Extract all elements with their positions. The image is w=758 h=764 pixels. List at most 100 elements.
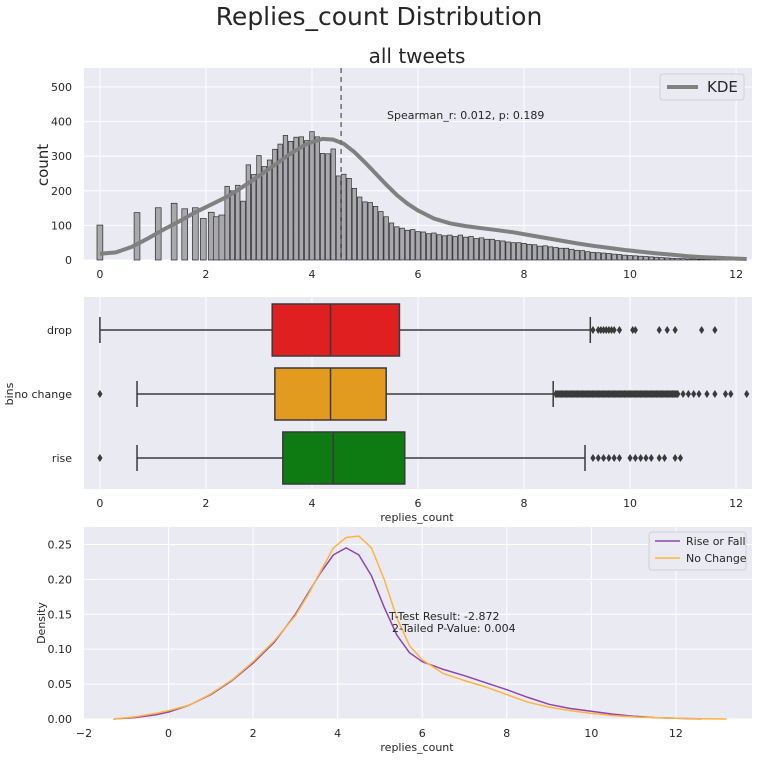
y-tick-label: 0.10 bbox=[48, 643, 73, 656]
boxplot-category-labels: drop no change rise bbox=[14, 324, 72, 465]
x-tick-label: 4 bbox=[308, 497, 315, 510]
histogram-bar bbox=[691, 259, 696, 260]
histogram-bar bbox=[453, 236, 458, 260]
outlier-band bbox=[555, 391, 678, 398]
histogram-bar bbox=[569, 249, 574, 260]
histogram-bar bbox=[426, 234, 431, 260]
histogram-bar bbox=[532, 245, 537, 260]
histogram-bar bbox=[697, 259, 702, 260]
histogram-bar bbox=[585, 252, 590, 260]
histogram-bar bbox=[479, 238, 484, 260]
histogram-bar bbox=[262, 167, 267, 260]
x-tick-label: 2 bbox=[250, 727, 257, 740]
histogram-bar bbox=[612, 254, 617, 260]
histogram-bar bbox=[134, 213, 140, 260]
histogram-bar bbox=[511, 243, 516, 260]
histogram-bar bbox=[267, 160, 272, 260]
histogram-bar bbox=[564, 248, 569, 260]
histogram-bar bbox=[527, 244, 532, 260]
x-tick-label: 0 bbox=[96, 268, 103, 281]
histogram-panel: all tweets Spearman_r: 0.012, p: 0.189 0… bbox=[34, 44, 752, 281]
x-tick-label: 8 bbox=[503, 727, 510, 740]
histogram-legend: KDE bbox=[660, 74, 744, 100]
histogram-bar bbox=[554, 248, 559, 260]
x-tick-label: 6 bbox=[415, 268, 422, 281]
histogram-bar bbox=[304, 141, 309, 260]
histogram-bar bbox=[638, 256, 643, 260]
category-label: drop bbox=[47, 324, 72, 337]
histogram-bar bbox=[665, 258, 670, 260]
histogram-bar bbox=[649, 257, 654, 260]
histogram-bar bbox=[501, 241, 506, 260]
histogram-bar bbox=[331, 149, 336, 260]
x-tick-label: 6 bbox=[415, 497, 422, 510]
histogram-bar bbox=[591, 252, 596, 260]
spearman-annotation: Spearman_r: 0.012, p: 0.189 bbox=[387, 109, 544, 122]
y-tick-label: 500 bbox=[51, 81, 72, 94]
histogram-bar bbox=[702, 259, 707, 260]
histogram-bar bbox=[432, 233, 437, 260]
y-tick-label: 0.25 bbox=[48, 538, 73, 551]
histogram-bar bbox=[474, 239, 479, 260]
histogram-bar bbox=[617, 254, 622, 260]
histogram-bar bbox=[310, 132, 315, 260]
histogram-bar bbox=[246, 165, 251, 260]
histogram-bar bbox=[400, 228, 405, 260]
histogram-bar bbox=[342, 174, 347, 260]
histogram-bar bbox=[368, 203, 373, 260]
histogram-bar bbox=[543, 246, 548, 260]
density-legend: Rise or Fall No Change bbox=[649, 532, 747, 570]
histogram-bar bbox=[416, 232, 421, 260]
histogram-bar bbox=[320, 153, 325, 260]
category-label: no change bbox=[14, 388, 72, 401]
histogram-bar bbox=[538, 246, 543, 260]
category-label: rise bbox=[52, 452, 72, 465]
histogram-bar bbox=[200, 218, 206, 260]
histogram-bar bbox=[490, 239, 495, 260]
x-tick-label: 8 bbox=[521, 268, 528, 281]
histogram-bar bbox=[363, 202, 368, 260]
box-drop bbox=[272, 304, 399, 356]
histogram-bar bbox=[315, 137, 320, 260]
x-tick-label: 2 bbox=[202, 497, 209, 510]
histogram-bar bbox=[405, 230, 410, 260]
histogram-bar bbox=[289, 141, 294, 260]
histogram-bar bbox=[644, 257, 649, 260]
x-tick-label: 12 bbox=[669, 727, 683, 740]
histogram-bar bbox=[230, 191, 235, 260]
histogram-bar bbox=[336, 176, 341, 260]
histogram-bar bbox=[395, 227, 400, 260]
histogram-bar bbox=[676, 259, 681, 260]
x-tick-label: 0 bbox=[165, 727, 172, 740]
y-tick-label: 0.05 bbox=[48, 678, 73, 691]
histogram-bar bbox=[219, 215, 225, 260]
histogram-bar bbox=[442, 236, 447, 260]
histogram-bar bbox=[421, 232, 426, 260]
histogram-bar bbox=[235, 185, 240, 260]
density-y-axis-label: Density bbox=[35, 602, 48, 644]
histogram-bar bbox=[522, 243, 527, 260]
figure-suptitle: Replies_count Distribution bbox=[216, 2, 543, 31]
y-tick-label: 400 bbox=[51, 116, 72, 129]
histogram-bar bbox=[463, 237, 468, 260]
histogram-bar bbox=[559, 248, 564, 260]
histogram-bar bbox=[251, 175, 256, 260]
histogram-bar bbox=[384, 217, 389, 260]
x-tick-label: 8 bbox=[521, 497, 528, 510]
legend-no-change-label: No Change bbox=[686, 552, 747, 565]
histogram-bar bbox=[575, 250, 580, 260]
x-tick-label: 2 bbox=[202, 268, 209, 281]
x-tick-label: 10 bbox=[584, 727, 598, 740]
histogram-bar bbox=[410, 230, 415, 260]
y-tick-label: 0.20 bbox=[48, 573, 73, 586]
density-panel: T-Test Result: -2.872 2-Tailed P-Value: … bbox=[35, 527, 752, 754]
histogram-bar bbox=[654, 257, 659, 260]
histogram-bar bbox=[633, 256, 638, 260]
y-tick-label: 0.00 bbox=[48, 713, 73, 726]
histogram-bar bbox=[257, 156, 262, 260]
y-tick-label: 200 bbox=[51, 185, 72, 198]
